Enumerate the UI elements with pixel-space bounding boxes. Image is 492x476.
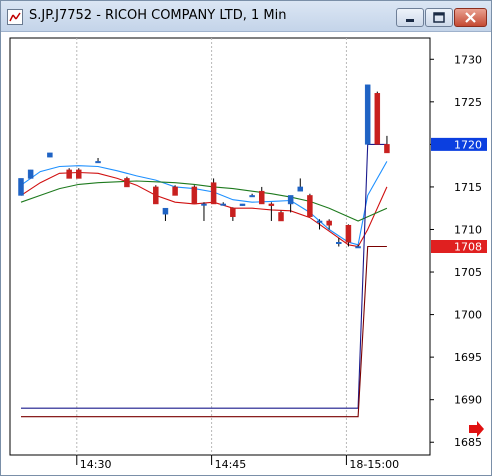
candle-down	[191, 186, 198, 205]
candle-up	[95, 161, 101, 164]
price-label: 1700	[454, 309, 482, 322]
candle-up	[239, 203, 246, 206]
candle-down	[66, 169, 72, 179]
candle-down	[307, 195, 313, 217]
current-price-badge-text: 1720	[454, 138, 482, 151]
candle-down	[268, 203, 275, 206]
price-label: 1705	[454, 266, 482, 279]
candle-down	[259, 190, 265, 205]
price-label: 1695	[454, 351, 482, 364]
candle-up	[336, 241, 342, 244]
minimize-button[interactable]	[396, 8, 424, 27]
candle-up	[364, 84, 371, 145]
candle-up	[27, 169, 34, 179]
candle-down	[326, 220, 332, 226]
candle-down	[210, 182, 217, 205]
current-low-badge	[431, 240, 487, 253]
price-label: 1690	[454, 394, 482, 407]
candle-down	[345, 224, 352, 243]
time-label: 18-15:00	[349, 458, 399, 471]
candle-up	[220, 203, 226, 206]
candle-up	[201, 203, 207, 206]
candle-down	[374, 93, 381, 145]
candle-up	[162, 207, 169, 215]
minimize-icon	[406, 19, 414, 22]
candle-up	[355, 246, 361, 249]
candle-down	[172, 186, 178, 196]
price-label: 1685	[454, 436, 482, 449]
chart-icon[interactable]	[7, 9, 23, 25]
title-bar[interactable]: S.JP.J7752 - RICOH COMPANY LTD, 1 Min	[1, 1, 491, 32]
maximize-icon	[433, 12, 445, 23]
price-label: 1730	[454, 53, 482, 66]
chart-area[interactable]: 14:30 14:45 18-15:00 1730 1725 1720 1715 1710 17…	[1, 32, 491, 475]
candle-down	[230, 207, 236, 217]
candle-down	[76, 169, 82, 179]
price-label: 1710	[454, 223, 482, 236]
current-price-badge	[431, 137, 487, 151]
candle-up	[249, 195, 255, 198]
red-arrow-right-icon[interactable]	[469, 421, 484, 437]
price-label: 1725	[454, 96, 482, 109]
close-icon	[465, 12, 476, 23]
candlestick-chart[interactable]: 14:30 14:45 18-15:00 1730 1725 1720 1715 1710 17…	[1, 32, 491, 475]
candle-up	[47, 152, 53, 158]
green-line-series	[20, 180, 388, 222]
candle-down	[124, 178, 130, 188]
candle-up	[18, 178, 24, 196]
candle-up	[287, 195, 294, 205]
candle-up	[297, 186, 304, 192]
current-low-badge-text: 1708	[454, 241, 482, 254]
candle-down	[384, 144, 390, 154]
close-button[interactable]	[454, 8, 487, 27]
candle-down	[153, 186, 159, 205]
maximize-button[interactable]	[425, 8, 453, 27]
time-label: 14:30	[80, 458, 112, 471]
blue-line-series	[20, 161, 388, 246]
price-label: 1715	[454, 181, 482, 194]
candle-up	[316, 220, 323, 223]
candle-down	[278, 212, 284, 222]
window-title: S.JP.J7752 - RICOH COMPANY LTD, 1 Min	[29, 8, 287, 23]
maroon-line-series	[21, 245, 387, 418]
time-label: 14:45	[215, 458, 247, 471]
